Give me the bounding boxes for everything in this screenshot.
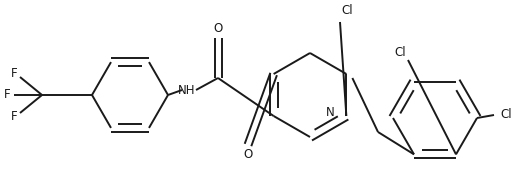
Text: Cl: Cl — [341, 4, 353, 16]
Text: NH: NH — [178, 83, 196, 97]
Text: Cl: Cl — [500, 108, 512, 122]
Text: F: F — [11, 67, 18, 80]
Text: N: N — [326, 105, 334, 119]
Text: O: O — [244, 149, 253, 162]
Text: F: F — [11, 110, 18, 123]
Text: Cl: Cl — [394, 46, 406, 58]
Text: F: F — [4, 88, 10, 102]
Text: O: O — [214, 23, 223, 36]
